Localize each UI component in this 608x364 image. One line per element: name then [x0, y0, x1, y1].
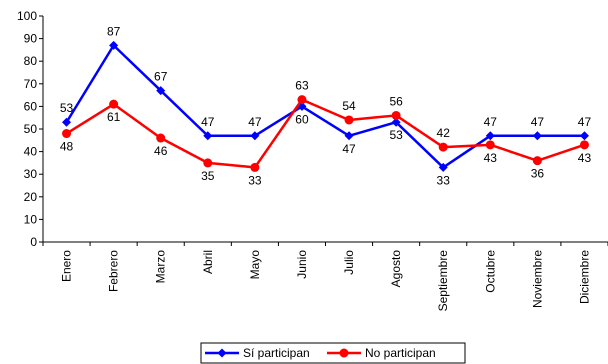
y-tick-label: 60 [24, 99, 38, 113]
y-tick-label: 20 [24, 190, 38, 204]
data-label: 43 [484, 151, 498, 165]
data-label: 56 [389, 94, 403, 108]
data-point [579, 131, 589, 141]
y-tick-label: 100 [17, 9, 37, 23]
data-label: 35 [201, 169, 215, 183]
y-tick-label: 30 [24, 167, 38, 181]
data-point [344, 131, 354, 141]
data-label: 33 [437, 173, 451, 187]
data-label: 43 [578, 151, 592, 165]
series-1 [62, 95, 589, 172]
data-point [250, 162, 260, 172]
data-label: 42 [437, 126, 451, 140]
x-tick-label: Enero [60, 250, 74, 282]
y-tick-label: 80 [24, 54, 38, 68]
data-label: 47 [484, 115, 498, 129]
x-tick-label: Julio [342, 250, 356, 275]
x-tick-label: Septiembre [436, 250, 450, 312]
data-label: 53 [389, 128, 403, 142]
data-point [203, 131, 213, 141]
x-tick-label: Mayo [248, 250, 262, 280]
y-tick-label: 40 [24, 145, 38, 159]
y-tick-label: 0 [30, 235, 37, 249]
data-label: 46 [154, 144, 168, 158]
data-label: 54 [342, 99, 356, 113]
data-point [485, 131, 495, 141]
data-labels: 53 48 87 61 67 46 47 35 47 33 60 63 47 54 53 56 33 42 47 43… [60, 24, 592, 187]
data-point [532, 131, 542, 141]
data-point [109, 99, 119, 109]
y-axis-ticks: 0 10 20 30 40 50 60 70 80 90 100 [17, 9, 43, 249]
data-label: 87 [107, 24, 121, 38]
data-label: 61 [107, 110, 121, 124]
data-label: 36 [531, 167, 545, 181]
legend-marker [217, 348, 227, 358]
x-axis-ticks: Enero Febrero Marzo Abril Mayo Junio Julio Agos… [42, 242, 608, 312]
x-tick-label: Junio [295, 250, 309, 279]
data-label: 47 [201, 115, 215, 129]
data-label: 67 [154, 70, 168, 84]
series-0 [62, 40, 589, 172]
data-point [62, 129, 72, 139]
data-label: 47 [342, 142, 356, 156]
data-point [344, 115, 354, 125]
data-point [579, 140, 589, 150]
series-layer [62, 40, 589, 172]
y-tick-label: 70 [24, 77, 38, 91]
legend-marker [339, 348, 349, 358]
data-point [109, 40, 119, 50]
series-line [65, 44, 585, 169]
data-point [438, 142, 448, 152]
y-tick-label: 10 [24, 212, 38, 226]
data-point [485, 140, 495, 150]
data-point [532, 156, 542, 166]
x-tick-label: Diciembre [577, 250, 591, 304]
data-label: 48 [60, 140, 74, 154]
legend-label: Sí participan [243, 346, 310, 360]
data-label: 60 [295, 112, 309, 126]
x-tick-label: Marzo [154, 250, 168, 284]
data-point [250, 131, 260, 141]
data-point [156, 133, 166, 143]
x-tick-label: Noviembre [530, 250, 544, 308]
data-label: 63 [295, 79, 309, 93]
data-point [391, 117, 401, 127]
data-label: 47 [531, 115, 545, 129]
legend: Sí participan No participan [200, 342, 466, 364]
data-point [297, 95, 307, 105]
y-tick-label: 90 [24, 32, 38, 46]
data-point [203, 158, 213, 168]
data-label: 33 [248, 173, 262, 187]
data-point [156, 86, 166, 96]
data-point [62, 117, 72, 127]
y-tick-label: 50 [24, 122, 38, 136]
data-point [391, 110, 401, 120]
x-tick-label: Abril [201, 250, 215, 274]
data-label: 47 [578, 115, 592, 129]
data-label: 47 [248, 115, 262, 129]
data-point [438, 162, 448, 172]
x-tick-label: Octubre [483, 250, 497, 293]
x-tick-label: Febrero [107, 250, 121, 292]
legend-label: No participan [365, 346, 436, 360]
x-tick-label: Agosto [389, 250, 403, 288]
series-line [65, 98, 585, 169]
data-label: 53 [60, 101, 74, 115]
